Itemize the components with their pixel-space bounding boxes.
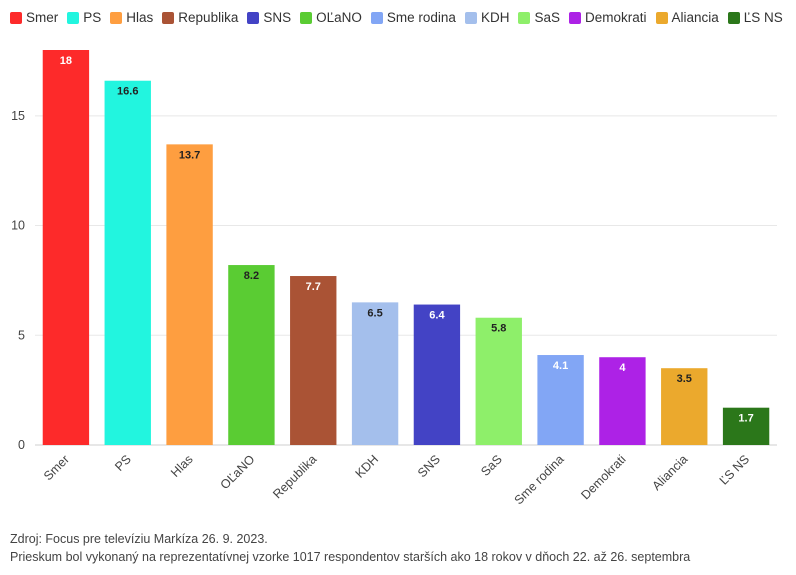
data-label: 8.2 [244, 270, 259, 282]
x-tick-label: SNS [415, 452, 443, 480]
x-tick-label: Smer [41, 452, 72, 483]
chart-legend: Smer PS Hlas Republika SNS OĽaNO Sme rodina KDH… [10, 10, 790, 25]
legend-item[interactable]: SaS [518, 10, 560, 25]
data-label: 18 [60, 55, 72, 67]
bar [413, 304, 461, 445]
legend-swatch [10, 11, 22, 24]
legend-swatch [110, 11, 123, 24]
y-tick-label: 0 [18, 438, 25, 452]
bar [537, 355, 584, 445]
bar [475, 317, 522, 445]
legend-item[interactable]: KDH [464, 10, 510, 25]
data-label: 16.6 [117, 86, 138, 98]
data-label: 6.4 [429, 310, 445, 322]
legend-swatch [464, 11, 477, 24]
legend-label: Smer [26, 10, 59, 25]
legend-item[interactable]: Hlas [110, 10, 153, 25]
legend-swatch [67, 11, 80, 24]
x-tick-label: Republika [270, 452, 319, 501]
x-tick-label: Aliancia [650, 452, 691, 493]
legend-item[interactable]: Smer [10, 10, 58, 25]
legend-label: KDH [480, 10, 510, 25]
data-label: 6.5 [367, 307, 382, 319]
x-tick-label: SaS [478, 452, 505, 479]
legend-label: ĽS NS [743, 10, 783, 25]
chart-footer: Zdroj: Focus pre televíziu Markíza 26. 9… [10, 530, 690, 566]
bar [351, 302, 399, 445]
data-label: 5.8 [491, 323, 506, 335]
x-tick-label: Sme rodina [512, 452, 567, 507]
legend-item[interactable]: Republika [162, 10, 238, 25]
legend-item[interactable]: Aliancia [655, 10, 719, 25]
legend-swatch [247, 11, 260, 24]
legend-swatch [370, 11, 383, 24]
bar [104, 80, 151, 445]
y-tick-label: 15 [11, 109, 25, 123]
legend-label: SNS [263, 10, 292, 25]
x-tick-label: Hlas [168, 452, 196, 480]
x-tick-label: ĽS NS [717, 452, 752, 487]
legend-label: PS [83, 10, 102, 25]
data-label: 13.7 [179, 149, 200, 161]
bar [722, 407, 770, 445]
legend-label: Sme rodina [386, 10, 456, 25]
bar [228, 265, 275, 445]
legend-item[interactable]: Sme rodina [370, 10, 456, 25]
legend-swatch [518, 11, 531, 24]
legend-swatch [162, 11, 175, 24]
legend-label: Republika [178, 10, 239, 25]
x-tick-label: PS [112, 452, 134, 474]
bar [42, 50, 90, 445]
legend-item[interactable]: PS [67, 10, 101, 25]
bar [166, 144, 213, 445]
survey-note: Prieskum bol vykonaný na reprezentatívne… [10, 550, 691, 564]
legend-item[interactable]: ĽS NS [727, 10, 783, 25]
data-label: 4.1 [553, 360, 568, 372]
data-label: 3.5 [677, 373, 692, 385]
legend-swatch [568, 11, 581, 24]
data-label: 1.7 [738, 413, 753, 425]
x-tick-label: Demokrati [578, 452, 628, 502]
legend-label: Demokrati [584, 10, 647, 25]
legend-swatch [727, 11, 740, 24]
x-tick-label: KDH [353, 452, 382, 481]
bar [599, 357, 646, 445]
legend-item[interactable]: SNS [247, 10, 291, 25]
y-tick-label: 5 [18, 328, 25, 342]
data-label: 4 [619, 362, 626, 374]
data-label: 7.7 [306, 281, 321, 293]
legend-label: Aliancia [671, 10, 719, 25]
legend-item[interactable]: OĽaNO [300, 10, 362, 25]
bar-chart: 0 5 10 15 18 Smer 16.6 PS 13.7 Hlas 8.2 OĽaNO 7.7 Rep… [11, 50, 777, 507]
legend-label: Hlas [126, 10, 154, 25]
legend-swatch [655, 11, 668, 24]
legend-item[interactable]: Demokrati [568, 10, 647, 25]
legend-swatch [300, 11, 313, 24]
bar [661, 368, 708, 445]
source-note: Zdroj: Focus pre televíziu Markíza 26. 9… [10, 532, 268, 546]
legend-label: OĽaNO [316, 10, 362, 25]
bar [290, 276, 337, 445]
legend-label: SaS [534, 10, 560, 25]
x-tick-label: OĽaNO [218, 452, 258, 492]
y-tick-label: 10 [11, 219, 25, 233]
